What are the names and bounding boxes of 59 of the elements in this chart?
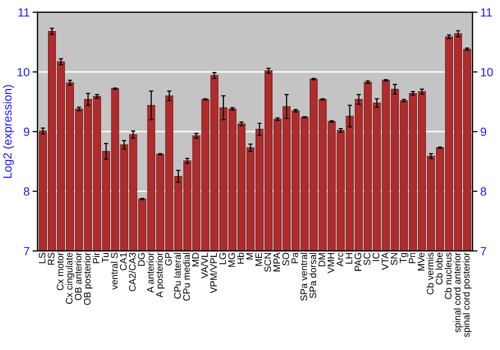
y-tick-label: 7 bbox=[24, 247, 30, 256]
x-tick-label: CPu lateral bbox=[174, 252, 181, 299]
x-tick-label: Arc bbox=[336, 252, 344, 266]
x-tick-label: MD bbox=[192, 252, 199, 266]
x-tick-label: ventral S bbox=[110, 252, 118, 290]
x-tick-label: DM bbox=[318, 253, 326, 266]
x-tick-label: OB anterior bbox=[74, 252, 82, 300]
x-tick-label: CA2/CA3 bbox=[128, 252, 136, 292]
x-tick-label: IC bbox=[372, 252, 380, 261]
x-tick-label: GP bbox=[165, 252, 172, 266]
x-tick-label: MPA bbox=[274, 252, 280, 272]
x-tick-label: LH bbox=[346, 253, 352, 264]
x-tick-label: SPa ventral bbox=[300, 252, 308, 301]
x-tick-label: Pa bbox=[292, 252, 298, 264]
x-tick-label: LG bbox=[219, 253, 226, 264]
y-tick-label: 11 bbox=[18, 8, 30, 17]
x-tick-label: VA/VL bbox=[200, 252, 208, 278]
x-tick-label: CPu medial bbox=[182, 252, 190, 301]
x-tick-label: spinal cord posterior bbox=[462, 252, 472, 338]
x-tick-label: LS bbox=[38, 252, 46, 264]
x-tick-label: VTA bbox=[382, 252, 388, 270]
x-tick-label: SC bbox=[364, 252, 370, 266]
y2-tick-label: 8 bbox=[480, 187, 486, 196]
x-tick-label: Tu bbox=[102, 252, 109, 263]
x-tick-label: OB posterior bbox=[84, 252, 92, 305]
x-tick-label: MVe bbox=[418, 252, 424, 270]
x-tick-label: Hb bbox=[237, 252, 244, 264]
x-tick-label: DG bbox=[138, 253, 145, 266]
y-tick-label: 10 bbox=[18, 68, 30, 76]
y2-tick-label: 7 bbox=[480, 247, 486, 256]
y2-tick-label: 10 bbox=[481, 68, 493, 76]
y-tick-label: 9 bbox=[24, 128, 30, 136]
x-tick-label: VPM/VPL bbox=[210, 252, 217, 294]
x-tick-label: Cb lobe bbox=[436, 252, 443, 284]
x-tick-label: CA1 bbox=[120, 252, 127, 270]
x-tick-label: SN bbox=[390, 253, 398, 266]
x-tick-label: SCN bbox=[264, 253, 272, 272]
x-tick-label: Tg bbox=[400, 252, 408, 264]
x-tick-label: RS bbox=[48, 252, 54, 265]
x-tick-label: Cb vermis bbox=[426, 252, 434, 294]
x-tick-label: M bbox=[246, 253, 253, 260]
x-tick-label: ME bbox=[255, 252, 262, 266]
y2-tick-label: 9 bbox=[480, 128, 486, 136]
x-tick-label: MG bbox=[228, 253, 235, 267]
x-tick-label: A anterior bbox=[146, 252, 154, 293]
x-tick-label: A posterior bbox=[156, 252, 165, 298]
x-tick-label: VMH bbox=[328, 253, 334, 274]
y-tick-label: 8 bbox=[24, 187, 30, 196]
x-tick-label: Cb nucleus bbox=[444, 252, 452, 300]
y-axis-title: Log2 (expression) bbox=[2, 85, 14, 178]
x-tick-label: Cx cingulate bbox=[66, 252, 74, 304]
x-tick-label: PAG bbox=[354, 253, 362, 271]
x-tick-label: spinal cord anterior bbox=[454, 252, 462, 332]
x-tick-label: Pn bbox=[408, 252, 416, 264]
x-tick-label: SO bbox=[282, 252, 290, 266]
x-tick-label: Pir bbox=[92, 252, 100, 264]
x-tick-label: SPa dorsal bbox=[309, 252, 316, 298]
x-tick-label: Cx motor bbox=[56, 252, 64, 290]
y2-tick-label: 11 bbox=[481, 8, 492, 17]
